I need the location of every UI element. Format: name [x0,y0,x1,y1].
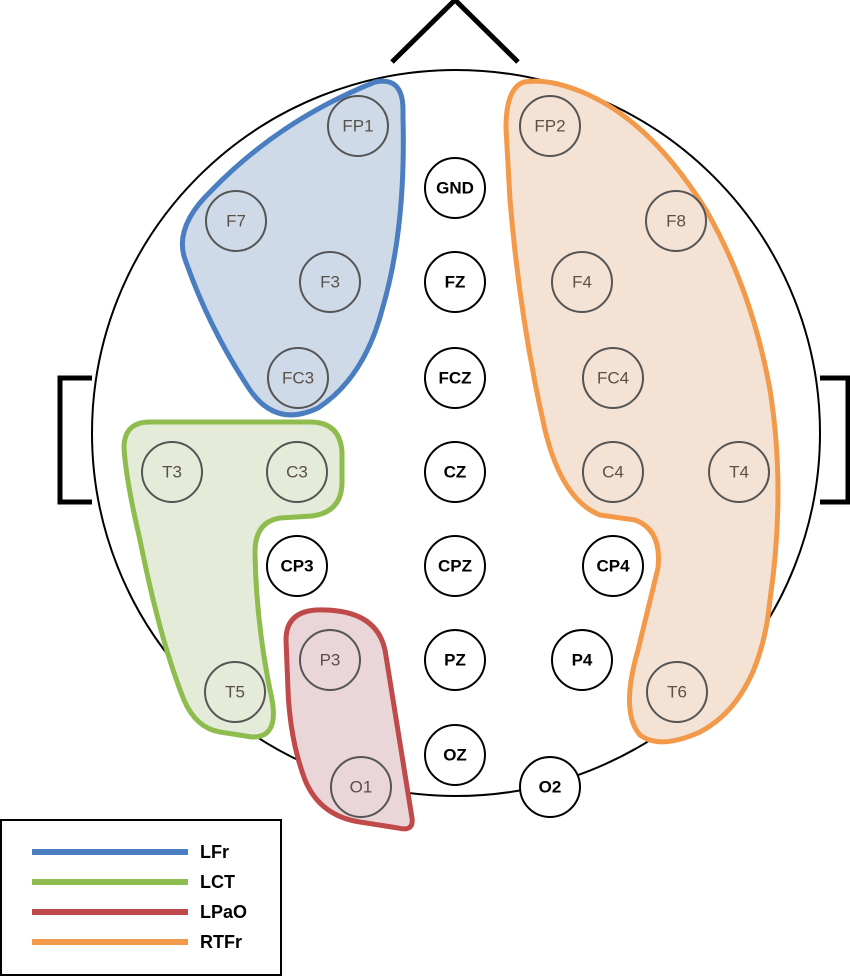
electrode-circle [141,441,203,503]
electrode-f8: F8 [645,190,707,252]
electrode-circle [330,756,392,818]
electrode-circle [267,347,329,409]
electrode-label: F4 [572,273,592,292]
electrode-f3: F3 [299,251,361,313]
region-area-RTFr [503,78,781,745]
electrode-fc4: FC4 [582,347,644,409]
electrode-circle [424,251,486,313]
electrode-label: FC4 [597,369,629,388]
electrode-p3: P3 [299,629,361,691]
electrode-circle [424,724,486,786]
electrode-circle [424,441,486,503]
electrode-label: OZ [443,746,467,765]
electrode-circle [424,157,486,219]
legend-label-lct: LCT [200,872,235,892]
electrode-circle [519,95,581,157]
electrode-circle [551,629,613,691]
electrode-circle [645,190,707,252]
electrode-cp3: CP3 [266,535,328,597]
electrode-label: T5 [225,683,245,702]
right-ear [820,375,850,505]
electrode-f4: F4 [551,251,613,313]
legend-label-lfr: LFr [200,842,229,862]
electrode-o2: O2 [519,756,581,818]
electrode-t6: T6 [646,661,708,723]
legend-items: LFr LCT LPaO RTFr [32,842,247,952]
electrode-label: FP1 [342,117,373,136]
electrode-circle [551,251,613,313]
electrode-circle [708,441,770,503]
electrode-circle [266,535,328,597]
electrode-label: T3 [162,463,182,482]
legend-label-rtfr: RTFr [200,932,242,952]
electrode-label: FP2 [534,117,565,136]
electrode-label: CPZ [438,557,472,576]
electrode-gnd: GND [424,157,486,219]
electrode-cpz: CPZ [424,535,486,597]
electrode-circle [266,441,328,503]
electrode-label: P4 [572,651,593,670]
electrode-circle [582,441,644,503]
electrode-label: FCZ [438,369,471,388]
electrode-label: P3 [320,651,341,670]
electrode-t5: T5 [204,661,266,723]
electrode-circle [424,347,486,409]
electrode-label: CZ [444,463,467,482]
electrode-label: FZ [445,273,466,292]
electrode-o1: O1 [330,756,392,818]
electrode-circle [204,661,266,723]
electrode-fp1: FP1 [327,95,389,157]
electrode-label: T6 [667,683,687,702]
electrode-t4: T4 [708,441,770,503]
electrode-circle [299,251,361,313]
electrode-circle [205,190,267,252]
electrode-layer: FP1 F7 F3 FC3 T3 C3 T5 P3 O1 FP2 F8 F4 FC4 C4 T4 T6 GND F… [141,95,770,818]
electrode-circle [582,535,644,597]
electrode-pz: PZ [424,629,486,691]
region-area-LPaO [283,607,415,832]
electrode-label: CP3 [280,557,313,576]
electrode-circle [646,661,708,723]
electrode-fz: FZ [424,251,486,313]
electrode-label: PZ [444,651,466,670]
electrode-c4: C4 [582,441,644,503]
electrode-circle [327,95,389,157]
electrode-circle [424,629,486,691]
electrode-fc3: FC3 [267,347,329,409]
legend-label-lpao: LPaO [200,902,247,922]
left-ear [57,375,92,505]
electrode-fp2: FP2 [519,95,581,157]
electrode-label: FC3 [282,369,314,388]
electrode-oz: OZ [424,724,486,786]
electrode-circle [424,535,486,597]
electrode-circle [582,347,644,409]
electrode-fcz: FCZ [424,347,486,409]
legend-box [0,819,282,976]
electrode-label: CP4 [596,557,630,576]
electrode-label: F7 [226,212,246,231]
electrode-label: O1 [350,778,373,797]
electrode-circle [519,756,581,818]
electrode-label: C3 [286,463,308,482]
legend: LFr LCT LPaO RTFr [0,819,282,976]
electrode-label: F3 [320,273,340,292]
nose [390,0,520,64]
electrode-p4: P4 [551,629,613,691]
electrode-label: C4 [602,463,624,482]
electrode-label: GND [436,179,474,198]
region-area-LFr [179,78,406,418]
electrode-cz: CZ [424,441,486,503]
electrode-label: F8 [666,212,686,231]
electrode-label: O2 [539,778,562,797]
electrode-label: T4 [729,463,749,482]
electrode-circle [299,629,361,691]
electrode-t3: T3 [141,441,203,503]
electrode-f7: F7 [205,190,267,252]
electrode-c3: C3 [266,441,328,503]
electrode-cp4: CP4 [582,535,644,597]
